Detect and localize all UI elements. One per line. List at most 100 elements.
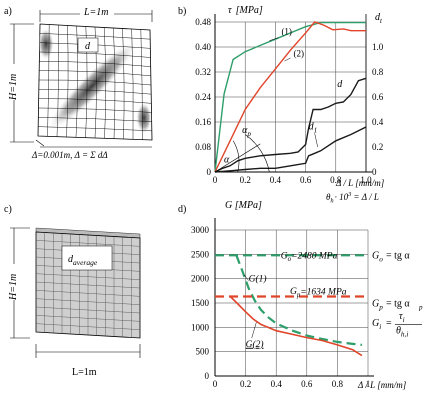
chart-b-y2-tick-label: 0 bbox=[372, 167, 377, 177]
chart-b-y-tick-label: 0.32 bbox=[195, 67, 211, 77]
panel-c-height-label-bg bbox=[6, 264, 20, 300]
chart-d-eq-gi-equals: = bbox=[386, 318, 392, 329]
panel-c-inner-sub: average bbox=[73, 258, 98, 267]
chart-b-x-tick-label: 1.0 bbox=[360, 175, 372, 185]
chart-d-g2-leader bbox=[251, 322, 257, 339]
chart-d-eq-gp-lhs: Gp bbox=[372, 298, 383, 311]
panel-a-damage-bottom-right bbox=[136, 102, 152, 134]
chart-b-series-line bbox=[214, 126, 367, 173]
chart-b-x-tick-label: 0.8 bbox=[330, 175, 342, 185]
panel-a-height-label-bg bbox=[6, 64, 20, 100]
chart-b-plot: 00.080.160.240.320.400.4800.20.40.60.81.… bbox=[195, 14, 384, 185]
chart-b-y-tick-label: 0.16 bbox=[195, 117, 211, 127]
mesh-a-h-line bbox=[38, 89, 152, 95]
mesh-c-h-line bbox=[35, 315, 141, 322]
panel-a-label: a) bbox=[4, 6, 12, 17]
chart-d-eq-g0-lhs: Go bbox=[372, 250, 383, 263]
chart-d-x-tick-label: 0 bbox=[213, 379, 218, 389]
chart-d-series-line bbox=[229, 295, 363, 357]
chart-b-x-tick-label: 0.4 bbox=[270, 175, 282, 185]
chart-b-y2-tick-label: 0.8 bbox=[372, 67, 384, 77]
panel-a: a) L=1m H=1m d Δ=0.001m, Δ = Σ dΔ bbox=[4, 6, 153, 160]
mesh-a-h-line bbox=[38, 98, 152, 104]
chart-d-series-line bbox=[235, 254, 363, 346]
panel-c-label: c) bbox=[4, 204, 12, 215]
mesh-a-v-line bbox=[56, 24, 59, 137]
mesh-a-h-line bbox=[38, 79, 152, 86]
chart-b-label-curve-d: d bbox=[337, 79, 343, 90]
chart-b-label-curve-d1: d1 bbox=[309, 122, 318, 135]
panel-b-label: b) bbox=[178, 6, 186, 17]
panel-a-damage-top-left bbox=[38, 28, 54, 60]
chart-d-y-tick-label: 500 bbox=[196, 347, 210, 357]
chart-d-y-tick-label: 1500 bbox=[191, 298, 210, 308]
mesh-a-h-line bbox=[39, 61, 151, 67]
chart-b-y-tick-label: 0.24 bbox=[195, 92, 211, 102]
chart-d-eq-gi-num: τi bbox=[399, 311, 405, 324]
chart-d-x-tick-label: 0.4 bbox=[271, 379, 283, 389]
mesh-a-h-line bbox=[38, 117, 152, 122]
mesh-a-h-line bbox=[38, 107, 152, 113]
chart-b-leader-1 bbox=[269, 37, 279, 41]
chart-b-series-line bbox=[214, 21, 366, 173]
mesh-a-v-line bbox=[131, 28, 134, 140]
panel-b-x-axis-label2: θh· 103 = Δ / L bbox=[326, 191, 379, 205]
panel-b-x-axis-label: Δ / L [mm/m] bbox=[335, 178, 385, 188]
chart-b-y2-tick-label: 0.2 bbox=[372, 142, 383, 152]
chart-d-y-tick-label: 2500 bbox=[191, 249, 210, 259]
mesh-a-v-line bbox=[140, 29, 143, 140]
chart-b-x-tick-label: 0 bbox=[213, 175, 218, 185]
chart-d-x-tick-label: 0.6 bbox=[301, 379, 313, 389]
chart-d-x-tick-label: 0.8 bbox=[332, 379, 344, 389]
chart-b-y-tick-label: 0 bbox=[207, 167, 212, 177]
chart-b-alpha-label: α bbox=[224, 155, 230, 166]
mesh-a-h-line bbox=[38, 126, 152, 132]
chart-b-y-tick-label: 0.08 bbox=[195, 142, 211, 152]
panel-c-width-label: L=1m bbox=[72, 367, 97, 378]
panel-b-left-axis-label: τ [MPa] bbox=[228, 5, 263, 16]
chart-d-g1-label: G(1) bbox=[249, 274, 267, 285]
mesh-c-h-line bbox=[35, 323, 141, 330]
chart-d-g2-label: G(2) bbox=[246, 339, 264, 350]
panel-a-inner-label-bg bbox=[77, 37, 99, 53]
chart-b-leader-d1 bbox=[314, 133, 318, 148]
chart-d-g0-label: Go=2480 MPa bbox=[281, 251, 338, 263]
panel-c: c) daverage H=1m L=1m bbox=[4, 204, 141, 378]
mesh-a-v-line bbox=[66, 25, 69, 138]
chart-d-eq-gi-den: θh,i bbox=[396, 326, 408, 339]
mesh-a-v-line bbox=[47, 24, 50, 137]
panel-a-disp-label: Δ=0.001m, Δ = Σ dΔ bbox=[31, 150, 108, 160]
panel-c-inner-label: daverage bbox=[68, 254, 98, 267]
mesh-a-v-line bbox=[75, 25, 78, 138]
chart-d-y-tick-label: 3000 bbox=[191, 225, 210, 235]
panel-a-mesh-lines bbox=[38, 24, 152, 140]
panel-d-x-axis-label: Δ / L [mm/m] bbox=[357, 380, 407, 390]
chart-b-label-curve-2: (2) bbox=[294, 48, 305, 58]
chart-d-y-tick-label: 0 bbox=[205, 371, 210, 381]
panel-a-inner-label: d bbox=[85, 41, 91, 52]
panel-d-label: d) bbox=[178, 204, 186, 215]
chart-b-series-line bbox=[214, 77, 367, 173]
chart-b-x-tick-label: 0.6 bbox=[300, 175, 312, 185]
chart-b-y-tick-label: 0.48 bbox=[195, 17, 211, 27]
chart-d-g1-leader bbox=[243, 274, 249, 281]
mesh-a-v-line bbox=[103, 27, 107, 139]
chart-d-y-tick-label: 1000 bbox=[191, 322, 210, 332]
mesh-a-h-line bbox=[39, 51, 151, 58]
panel-a-delta-arrow bbox=[35, 139, 45, 147]
panel-a-height-label: H=1m bbox=[8, 74, 19, 101]
panel-d-y-axis-label: G [MPa] bbox=[225, 200, 262, 211]
chart-b-y-tick-label: 0.40 bbox=[195, 42, 211, 52]
chart-d-eq-gp-rhs-sub: p bbox=[418, 303, 423, 311]
chart-b-label-curve-1: (1) bbox=[281, 27, 292, 37]
panel-a-width-label: L=1m bbox=[83, 7, 109, 18]
chart-b-y2-tick-label: 0.4 bbox=[372, 117, 384, 127]
chart-d-eq-gi-lhs: Gi bbox=[372, 318, 381, 331]
chart-d-x-tick-label: 0.2 bbox=[240, 379, 251, 389]
panel-a-width-label-bg bbox=[80, 6, 114, 18]
mesh-a-v-line bbox=[113, 27, 116, 139]
chart-d-eq-g0-rhs: = tg α bbox=[386, 250, 410, 261]
mesh-a-h-line bbox=[39, 33, 151, 40]
